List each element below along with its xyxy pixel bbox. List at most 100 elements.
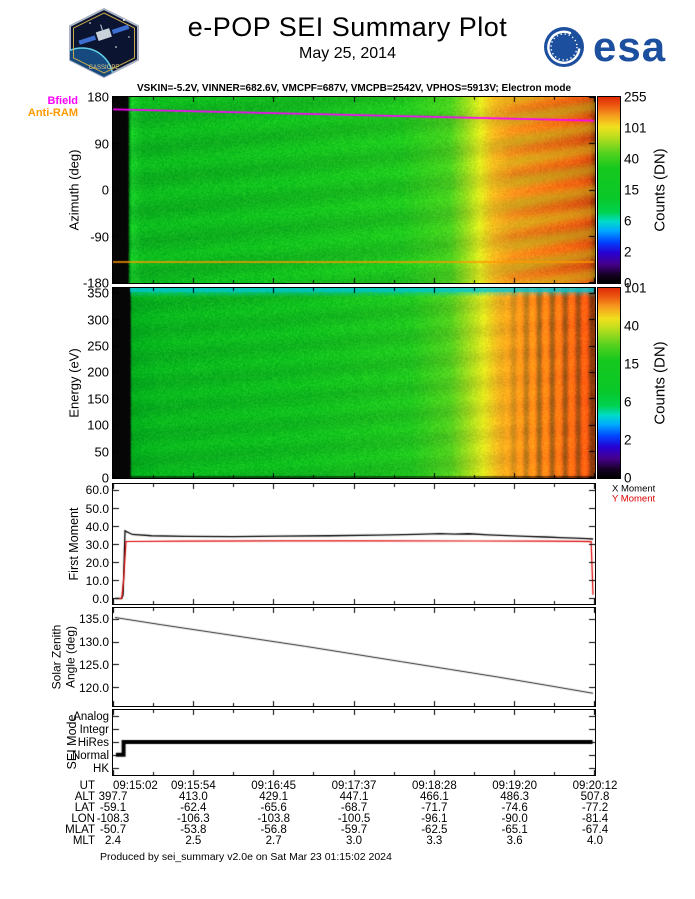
axis-value: -56.8 <box>260 824 287 836</box>
axis-value: -71.7 <box>421 802 448 814</box>
sei-mode-category-label: Analog <box>73 710 109 723</box>
sei-mode-plot-canvas <box>112 709 596 776</box>
header: e-POP SEI Summary Plot May 25, 2014 <box>0 12 695 63</box>
y-axis-label-energy: Energy (eV) <box>66 348 82 418</box>
axis-value: 466.1 <box>419 791 449 803</box>
y-tick-label: 120.0 <box>78 680 109 695</box>
colorbar-tick-label: 15 <box>624 356 640 372</box>
earth-icon <box>70 48 113 77</box>
counts-colorbar-1 <box>597 96 621 284</box>
y-tick-label: 40.0 <box>85 519 109 534</box>
colorbar-tick-label: 101 <box>624 120 647 136</box>
axis-value: 09:20:12 <box>572 780 618 792</box>
axis-value: -65.1 <box>501 824 528 836</box>
axis-value: -74.6 <box>501 802 528 814</box>
colorbar-label-2: Counts (DN) <box>651 341 669 425</box>
y-tick-label: 30.0 <box>85 537 109 552</box>
solar-zenith-label-line2: Angle (deg) <box>64 625 78 689</box>
colorbar-tick-label: 15 <box>624 182 640 198</box>
y-tick-label: 180 <box>87 89 109 105</box>
colorbar-label-1: Counts (DN) <box>651 148 669 232</box>
axis-value: 2.4 <box>105 835 121 847</box>
axis-value: 447.1 <box>339 791 369 803</box>
y-tick-label: 0.0 <box>92 592 109 607</box>
axis-row-label: LON <box>71 813 95 825</box>
y-tick-label: 130.0 <box>78 635 109 650</box>
y-tick-label: -90 <box>90 229 109 244</box>
axis-value: 09:17:37 <box>331 780 377 792</box>
axis-value: 2.5 <box>185 835 202 847</box>
esa-emblem-icon <box>544 27 584 67</box>
colorbar-tick-label: 255 <box>624 89 647 105</box>
y-tick-label: 0 <box>101 470 109 486</box>
axis-value: -103.8 <box>257 813 290 825</box>
first-moment-plot-canvas <box>112 483 596 605</box>
axis-value: -108.3 <box>96 813 130 825</box>
legend-x-moment: X Moment <box>612 483 656 495</box>
axis-value: -67.4 <box>581 824 609 836</box>
colorbar-tick-label: 2 <box>624 432 632 448</box>
axis-row-label: UT <box>79 780 95 792</box>
bfield-overlay-label: Bfield <box>47 95 78 107</box>
y-tick-label: 90 <box>94 136 109 151</box>
axis-value: 397.7 <box>98 791 128 803</box>
axis-value: 3.3 <box>426 835 443 847</box>
axis-row-label: MLT <box>72 835 95 847</box>
y-axis-label-solar-zenith: Solar Zenith Angle (deg) <box>50 625 79 690</box>
axis-value: -50.7 <box>99 824 127 836</box>
sei-mode-category-label: HiRes <box>77 736 109 749</box>
y-tick-label: 300 <box>87 312 109 328</box>
axis-value: -53.8 <box>180 824 207 836</box>
y-tick-label: 250 <box>87 338 109 354</box>
y-tick-label: 50 <box>94 444 109 460</box>
axis-value: 3.6 <box>506 835 523 847</box>
settings-line: VSKIN=-5.2V, VINNER=682.6V, VMCPF=687V, … <box>136 83 572 94</box>
footer-text: Produced by sei_summary v2.0e on Sat Mar… <box>100 851 392 863</box>
colorbar-tick-label: 40 <box>624 151 640 167</box>
colorbar-tick-label: 6 <box>624 213 632 229</box>
axis-value: 09:15:54 <box>170 780 216 792</box>
page-title: e-POP SEI Summary Plot <box>187 12 508 42</box>
patch-text: CASSIOPE <box>89 65 120 71</box>
solar-zenith-plot-canvas <box>112 607 596 707</box>
axis-value: 09:19:20 <box>492 780 538 792</box>
sei-mode-category-label: HK <box>93 762 109 775</box>
axis-value: 3.0 <box>346 835 362 847</box>
axis-value: -59.7 <box>340 824 368 836</box>
colorbar-tick-label: 40 <box>624 318 640 334</box>
axis-row-label: ALT <box>74 791 95 803</box>
y-tick-label: 0 <box>101 182 109 198</box>
y-tick-label: 150 <box>87 391 109 407</box>
counts-colorbar-2 <box>597 287 621 479</box>
axis-row-label: LAT <box>74 802 95 814</box>
y-tick-label: 100 <box>87 417 109 433</box>
axis-value: -96.1 <box>421 813 448 825</box>
y-tick-label: 200 <box>87 364 109 380</box>
y-tick-label: 60.0 <box>85 483 109 498</box>
y-tick-label: 10.0 <box>85 574 109 589</box>
axis-value: -106.3 <box>177 813 210 825</box>
axis-value: -65.6 <box>260 802 287 814</box>
axis-value: -59.1 <box>99 802 127 814</box>
axis-value: 486.3 <box>500 791 530 803</box>
y-tick-label: 50.0 <box>85 501 109 516</box>
axis-value: -68.7 <box>340 802 368 814</box>
axis-value: -62.4 <box>180 802 207 814</box>
esa-logo-text: esa <box>593 23 667 70</box>
colorbar-tick-label: 6 <box>624 394 632 410</box>
azimuth-spectrogram-canvas <box>112 96 596 284</box>
colorbar-tick-label: 0 <box>624 470 632 486</box>
sei-mode-category-label: Integr <box>79 723 109 736</box>
page-date: May 25, 2014 <box>299 45 396 62</box>
sei-mode-category-label: Normal <box>71 749 109 762</box>
cassiope-mission-patch-logo: CASSIOPE <box>66 7 142 84</box>
axis-value: 429.1 <box>259 791 289 803</box>
esa-logo: esa <box>543 26 666 68</box>
y-axis-label-azimuth: Azimuth (deg) <box>66 149 82 231</box>
y-tick-label: 125.0 <box>78 657 109 672</box>
legend-y-moment: Y Moment <box>612 493 656 505</box>
satellite-icon <box>78 24 130 45</box>
axis-value: -62.5 <box>421 824 448 836</box>
anti-ram-overlay-label: Anti-RAM <box>27 107 78 119</box>
